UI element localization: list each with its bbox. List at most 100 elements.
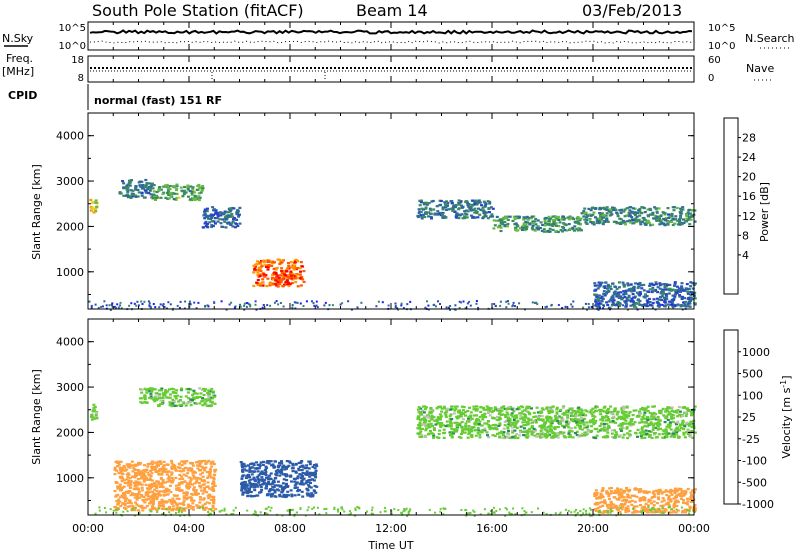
heatmap-cell — [444, 413, 448, 416]
heatmap-cell — [294, 462, 298, 465]
heatmap-cell — [209, 495, 213, 498]
y-tick-label: 1000 — [56, 266, 84, 279]
heatmap-cell — [279, 278, 283, 281]
heatmap-cell — [636, 282, 640, 285]
heatmap-cell — [650, 496, 654, 499]
heatmap-cell — [141, 183, 145, 187]
heatmap-cell — [479, 410, 483, 413]
heatmap-cell — [162, 392, 165, 395]
heatmap-cell — [643, 425, 647, 428]
heatmap-cell — [151, 502, 155, 505]
heatmap-cell — [314, 469, 318, 472]
heatmap-cell — [271, 463, 275, 466]
heatmap-cell — [693, 405, 697, 408]
heatmap-cell — [208, 473, 212, 476]
heatmap-cell — [205, 404, 209, 408]
heatmap-cell — [638, 207, 642, 211]
heatmap-cell — [662, 499, 666, 502]
heatmap-cell — [674, 304, 677, 307]
heatmap-cell — [151, 483, 155, 486]
heatmap-cell — [207, 508, 211, 511]
heatmap-cell — [179, 300, 182, 303]
heatmap-cell — [198, 464, 202, 467]
heatmap-cell — [253, 480, 257, 483]
heatmap-cell — [465, 428, 468, 431]
heatmap-cell — [506, 413, 510, 416]
heatmap-cell — [606, 303, 610, 307]
heatmap-cell — [232, 218, 235, 221]
heatmap-cell — [158, 186, 162, 189]
heatmap-cell — [624, 301, 627, 304]
heatmap-cell — [621, 436, 625, 439]
heatmap-cell — [464, 200, 468, 203]
heatmap-cell — [212, 208, 216, 211]
heatmap-cell — [91, 410, 95, 413]
heatmap-cell — [618, 511, 622, 514]
heatmap-cell — [576, 218, 580, 221]
heatmap-cell — [159, 399, 163, 402]
heatmap-cell — [620, 208, 624, 211]
heatmap-cell — [508, 215, 512, 218]
colorbar-tick-label: 24 — [742, 151, 756, 164]
heatmap-cell — [371, 512, 374, 515]
heatmap-cell — [201, 471, 205, 474]
heatmap-cell — [265, 476, 268, 479]
heatmap-cell — [168, 484, 172, 487]
heatmap-cell — [607, 506, 611, 509]
heatmap-cell — [679, 207, 683, 210]
heatmap-cell — [643, 496, 647, 500]
heatmap-cell — [675, 433, 678, 436]
heatmap-cell — [90, 415, 93, 418]
heatmap-cell — [666, 423, 670, 426]
heatmap-cell — [286, 490, 290, 493]
heatmap-cell — [690, 209, 694, 212]
heatmap-cell — [594, 502, 598, 505]
heatmap-cell — [469, 427, 473, 431]
heatmap-cell — [624, 500, 628, 503]
heatmap-cell — [676, 415, 680, 418]
heatmap-cell — [655, 489, 658, 492]
heatmap-cell — [135, 481, 139, 484]
heatmap-cell — [561, 230, 564, 233]
heatmap-cell — [159, 477, 163, 480]
heatmap-cell — [394, 306, 397, 309]
heatmap-cell — [247, 490, 251, 493]
heatmap-cell — [676, 219, 680, 222]
heatmap-cell — [626, 505, 630, 508]
heatmap-cell — [175, 192, 179, 195]
heatmap-cell — [686, 503, 690, 506]
heatmap-cell — [609, 405, 613, 408]
heatmap-cell — [595, 405, 599, 408]
colorbar-tick-label: 8 — [742, 229, 749, 242]
heatmap-cell — [206, 476, 210, 479]
heatmap-cell — [240, 486, 244, 489]
heatmap-cell — [643, 421, 647, 424]
heatmap-cell — [423, 423, 427, 426]
heatmap-cell — [663, 223, 667, 226]
heatmap-cell — [619, 488, 623, 491]
heatmap-cell — [128, 463, 132, 466]
heatmap-cell — [450, 418, 454, 421]
heatmap-cell — [195, 504, 199, 507]
heatmap-cell — [548, 406, 552, 409]
heatmap-cell — [138, 462, 142, 465]
heatmap-cell — [617, 286, 621, 289]
heatmap-cell — [198, 196, 202, 199]
heatmap-cell — [602, 500, 606, 503]
heatmap-cell — [493, 406, 497, 409]
heatmap-cell — [602, 307, 605, 310]
heatmap-cell — [212, 502, 216, 505]
heatmap-cell — [454, 206, 457, 209]
heatmap-cell — [653, 495, 657, 498]
heatmap-cell — [433, 213, 437, 216]
heatmap-cell — [145, 391, 149, 394]
heatmap-cell — [169, 195, 173, 199]
heatmap-cell — [240, 463, 244, 466]
heatmap-cell — [626, 432, 630, 435]
heatmap-cell — [212, 500, 216, 503]
heatmap-cell — [213, 217, 217, 220]
heatmap-cell — [670, 410, 674, 413]
heatmap-cell — [123, 493, 127, 496]
heatmap-cell — [541, 434, 544, 438]
heatmap-cell — [684, 411, 688, 414]
